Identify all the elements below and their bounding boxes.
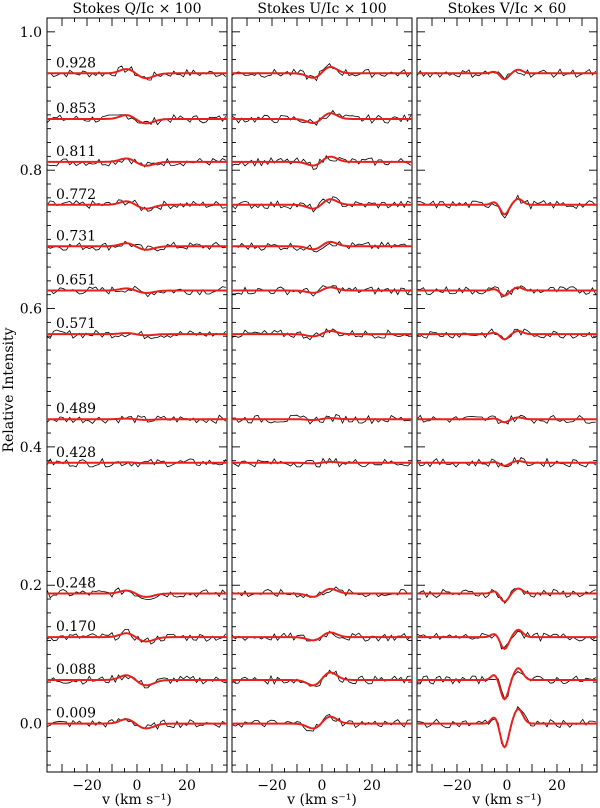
model-profile-V-0.170 bbox=[417, 628, 597, 651]
model-profile-V-0.248 bbox=[417, 587, 597, 603]
model-profile-Q-0.170 bbox=[47, 632, 227, 643]
model-profile-V-0.571 bbox=[417, 329, 597, 341]
x-tick-label: 0 bbox=[318, 778, 327, 794]
model-profile-U-0.009 bbox=[232, 715, 412, 730]
model-profile-U-0.428 bbox=[232, 460, 412, 465]
model-profile-Q-0.811 bbox=[47, 157, 227, 167]
observed-profile-Q-0.428 bbox=[46, 457, 227, 468]
model-profile-Q-0.009 bbox=[47, 718, 227, 730]
x-axis-label: v (km s⁻¹) bbox=[286, 792, 357, 808]
x-axis-label: v (km s⁻¹) bbox=[101, 792, 172, 808]
model-profile-U-0.489 bbox=[232, 417, 412, 421]
phase-label: 0.651 bbox=[56, 273, 96, 289]
x-tick-label: 20 bbox=[363, 778, 381, 794]
model-profile-V-0.928 bbox=[417, 68, 597, 81]
model-profile-V-0.772 bbox=[417, 197, 597, 216]
x-tick-label: 20 bbox=[548, 778, 566, 794]
model-profile-V-0.489 bbox=[417, 416, 597, 424]
panel-frame-V bbox=[416, 17, 598, 773]
phase-label: 0.428 bbox=[56, 445, 96, 461]
observed-profile-U-0.731 bbox=[231, 240, 411, 253]
model-profile-Q-0.489 bbox=[47, 417, 227, 421]
y-tick-label: 0.6 bbox=[20, 302, 42, 318]
model-profile-Q-0.853 bbox=[47, 114, 227, 125]
model-profile-V-0.651 bbox=[417, 286, 597, 297]
y-axis-label: Relative Intensity bbox=[1, 327, 17, 452]
phase-label: 0.772 bbox=[56, 187, 96, 203]
phase-label: 0.009 bbox=[56, 706, 96, 722]
observed-profile-Q-0.248 bbox=[46, 587, 227, 601]
model-profile-V-0.009 bbox=[417, 707, 597, 749]
observed-profile-U-0.571 bbox=[231, 328, 412, 341]
model-profile-U-0.088 bbox=[232, 671, 412, 687]
model-profile-U-0.651 bbox=[232, 286, 412, 294]
model-profile-Q-0.928 bbox=[47, 68, 227, 80]
x-tick-label: 0 bbox=[503, 778, 512, 794]
model-profile-U-0.772 bbox=[232, 198, 412, 210]
panel-frame-U bbox=[231, 17, 413, 773]
model-profile-Q-0.772 bbox=[47, 200, 227, 210]
x-tick-label: −20 bbox=[442, 778, 472, 794]
phase-label: 0.928 bbox=[56, 55, 96, 71]
y-tick-label: 0.8 bbox=[20, 163, 42, 179]
x-tick-label: −20 bbox=[72, 778, 102, 794]
model-profile-U-0.571 bbox=[232, 329, 412, 338]
x-axis-label: v (km s⁻¹) bbox=[471, 792, 542, 808]
observed-profile-Q-0.853 bbox=[46, 114, 227, 126]
observed-profile-V-0.772 bbox=[416, 194, 597, 219]
observed-profile-V-0.651 bbox=[416, 285, 597, 298]
observed-profile-V-0.428 bbox=[416, 456, 597, 468]
y-tick-label: 0.2 bbox=[20, 578, 42, 594]
model-profile-U-0.731 bbox=[232, 240, 412, 251]
phase-label: 0.248 bbox=[56, 576, 96, 592]
panel-title-Q: Stokes Q/Iᴄ × 100 bbox=[73, 1, 202, 17]
model-profile-Q-0.731 bbox=[47, 242, 227, 251]
y-tick-label: 0.4 bbox=[20, 440, 42, 456]
model-profile-U-0.248 bbox=[232, 587, 412, 598]
y-tick-label: 1.0 bbox=[20, 25, 42, 41]
phase-label: 0.088 bbox=[56, 662, 96, 678]
phase-label: 0.170 bbox=[56, 619, 96, 635]
panel-title-U: Stokes U/Iᴄ × 100 bbox=[257, 1, 386, 17]
model-profile-U-0.170 bbox=[232, 631, 412, 642]
phase-label: 0.489 bbox=[56, 401, 96, 417]
phase-label: 0.731 bbox=[56, 228, 96, 244]
phase-label: 0.853 bbox=[56, 101, 96, 117]
panel-frame-Q bbox=[46, 17, 228, 773]
x-tick-label: 0 bbox=[133, 778, 142, 794]
observed-profile-U-0.928 bbox=[231, 62, 412, 82]
model-profile-U-0.853 bbox=[232, 112, 412, 124]
y-tick-label: 0.0 bbox=[20, 717, 42, 733]
model-profile-Q-0.651 bbox=[47, 287, 227, 294]
model-profile-V-0.428 bbox=[417, 460, 597, 467]
phase-label: 0.811 bbox=[56, 144, 96, 160]
model-profile-Q-0.088 bbox=[47, 674, 227, 687]
model-profile-Q-0.248 bbox=[47, 589, 227, 598]
model-profile-U-0.811 bbox=[232, 155, 412, 167]
observed-profile-Q-0.772 bbox=[46, 199, 226, 212]
panels-group: Stokes Q/Iᴄ × 100 −20 0 20 v (km s⁻¹) 0.928 0.… bbox=[20, 1, 598, 808]
model-profile-Q-0.571 bbox=[47, 332, 227, 337]
phase-label: 0.571 bbox=[56, 316, 96, 332]
x-tick-label: 20 bbox=[178, 778, 196, 794]
x-tick-label: −20 bbox=[257, 778, 287, 794]
model-profile-U-0.928 bbox=[232, 66, 412, 79]
panel-title-V: Stokes V/Iᴄ × 60 bbox=[448, 1, 567, 17]
model-profile-V-0.088 bbox=[417, 667, 597, 701]
model-profile-Q-0.428 bbox=[47, 461, 227, 465]
